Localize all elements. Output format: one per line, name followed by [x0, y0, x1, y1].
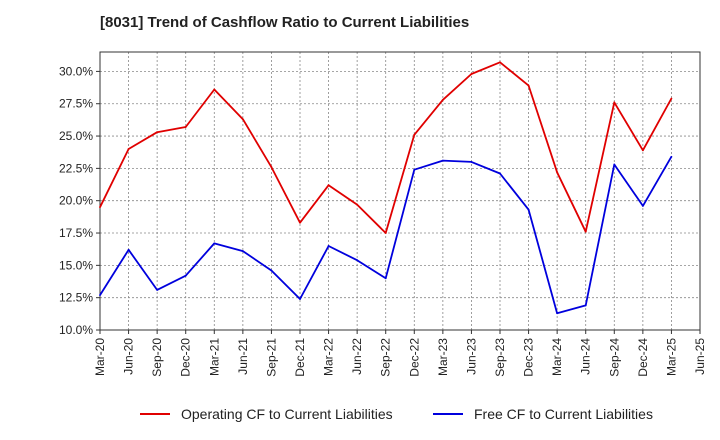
- data-point: [556, 171, 559, 174]
- x-tick-label: Mar-21: [207, 338, 221, 376]
- x-tick-label: Dec-20: [179, 338, 193, 377]
- y-tick-label: 12.5%: [59, 291, 93, 305]
- data-point: [384, 277, 387, 280]
- data-point: [527, 208, 530, 211]
- data-point: [241, 250, 244, 253]
- x-tick-label: Dec-22: [407, 338, 421, 377]
- chart-title: [8031] Trend of Cashflow Ratio to Curren…: [100, 14, 470, 31]
- y-tick-label: 17.5%: [59, 226, 93, 240]
- data-point: [670, 155, 673, 158]
- data-point: [556, 312, 559, 315]
- y-tick-label: 25.0%: [59, 129, 93, 143]
- data-point: [327, 184, 330, 187]
- x-tick-label: Jun-22: [350, 338, 364, 375]
- data-point: [99, 294, 101, 296]
- data-point: [99, 206, 101, 209]
- data-point: [641, 149, 644, 152]
- x-tick-label: Jun-24: [579, 338, 593, 375]
- x-tick-label: Jun-23: [464, 338, 478, 375]
- data-point: [327, 245, 330, 247]
- y-tick-label: 15.0%: [59, 258, 93, 272]
- x-tick-label: Sep-20: [150, 338, 164, 377]
- data-point: [184, 126, 187, 128]
- data-point: [213, 242, 216, 245]
- data-point: [127, 248, 130, 251]
- data-point: [356, 259, 359, 262]
- data-point: [470, 73, 473, 75]
- data-point: [213, 88, 216, 91]
- x-tick-label: Mar-22: [322, 338, 336, 376]
- data-point: [641, 204, 644, 207]
- x-tick-label: Dec-24: [636, 338, 650, 377]
- data-point: [527, 84, 530, 87]
- x-tick-label: Jun-20: [122, 338, 136, 375]
- x-tick-label: Sep-23: [493, 338, 507, 377]
- plot-frame: [99, 51, 701, 331]
- data-point: [384, 232, 387, 234]
- data-point: [584, 304, 587, 307]
- data-point: [299, 221, 301, 224]
- y-axis: 10.0% 12.5% 15.0% 17.5% 20.0% 22.5% 25.0% 27.5%…: [59, 64, 100, 337]
- data-point: [299, 298, 301, 300]
- data-point: [156, 131, 159, 134]
- x-tick-label: Sep-22: [379, 338, 393, 377]
- data-point: [441, 98, 444, 101]
- legend-label-1: Operating CF to Current Liabilities: [181, 406, 393, 422]
- data-point: [613, 101, 616, 104]
- data-point: [499, 61, 501, 64]
- data-point: [184, 274, 187, 277]
- x-tick-label: Dec-21: [293, 338, 307, 377]
- grid-layer: [100, 52, 700, 330]
- series-line-1: [99, 61, 673, 234]
- data-point: [441, 159, 444, 162]
- x-tick-label: Sep-24: [607, 338, 621, 377]
- data-point: [584, 230, 587, 233]
- y-tick-label: 27.5%: [59, 97, 93, 111]
- x-axis: Mar-20 Jun-20 Sep-20 Dec-20 Mar-21 Jun-21 Sep-…: [93, 330, 707, 377]
- y-tick-label: 30.0%: [59, 64, 93, 78]
- data-point: [413, 133, 416, 136]
- legend: Operating CF to Current Liabilities Free …: [140, 406, 653, 422]
- legend-label-2: Free CF to Current Liabilities: [474, 406, 653, 422]
- x-tick-label: Mar-25: [664, 338, 678, 376]
- x-tick-label: Mar-24: [550, 338, 564, 376]
- x-tick-label: Jun-21: [236, 338, 250, 375]
- x-tick-label: Dec-23: [522, 338, 536, 377]
- x-tick-label: Mar-20: [93, 338, 107, 376]
- x-tick-label: Jun-25: [693, 338, 707, 375]
- x-tick-label: Mar-23: [436, 338, 450, 376]
- data-point: [670, 97, 673, 100]
- data-point: [499, 172, 501, 175]
- y-tick-label: 10.0%: [59, 323, 93, 337]
- x-tick-label: Sep-21: [264, 338, 278, 377]
- data-point: [127, 148, 130, 150]
- data-point: [241, 118, 244, 121]
- data-point: [613, 163, 616, 166]
- data-point: [413, 168, 416, 171]
- y-tick-label: 20.0%: [59, 194, 93, 208]
- data-point: [270, 269, 273, 272]
- series-layer: [99, 61, 673, 315]
- y-tick-label: 22.5%: [59, 161, 93, 175]
- data-point: [270, 166, 273, 168]
- data-point: [356, 203, 359, 206]
- data-point: [470, 161, 473, 163]
- data-point: [156, 289, 159, 291]
